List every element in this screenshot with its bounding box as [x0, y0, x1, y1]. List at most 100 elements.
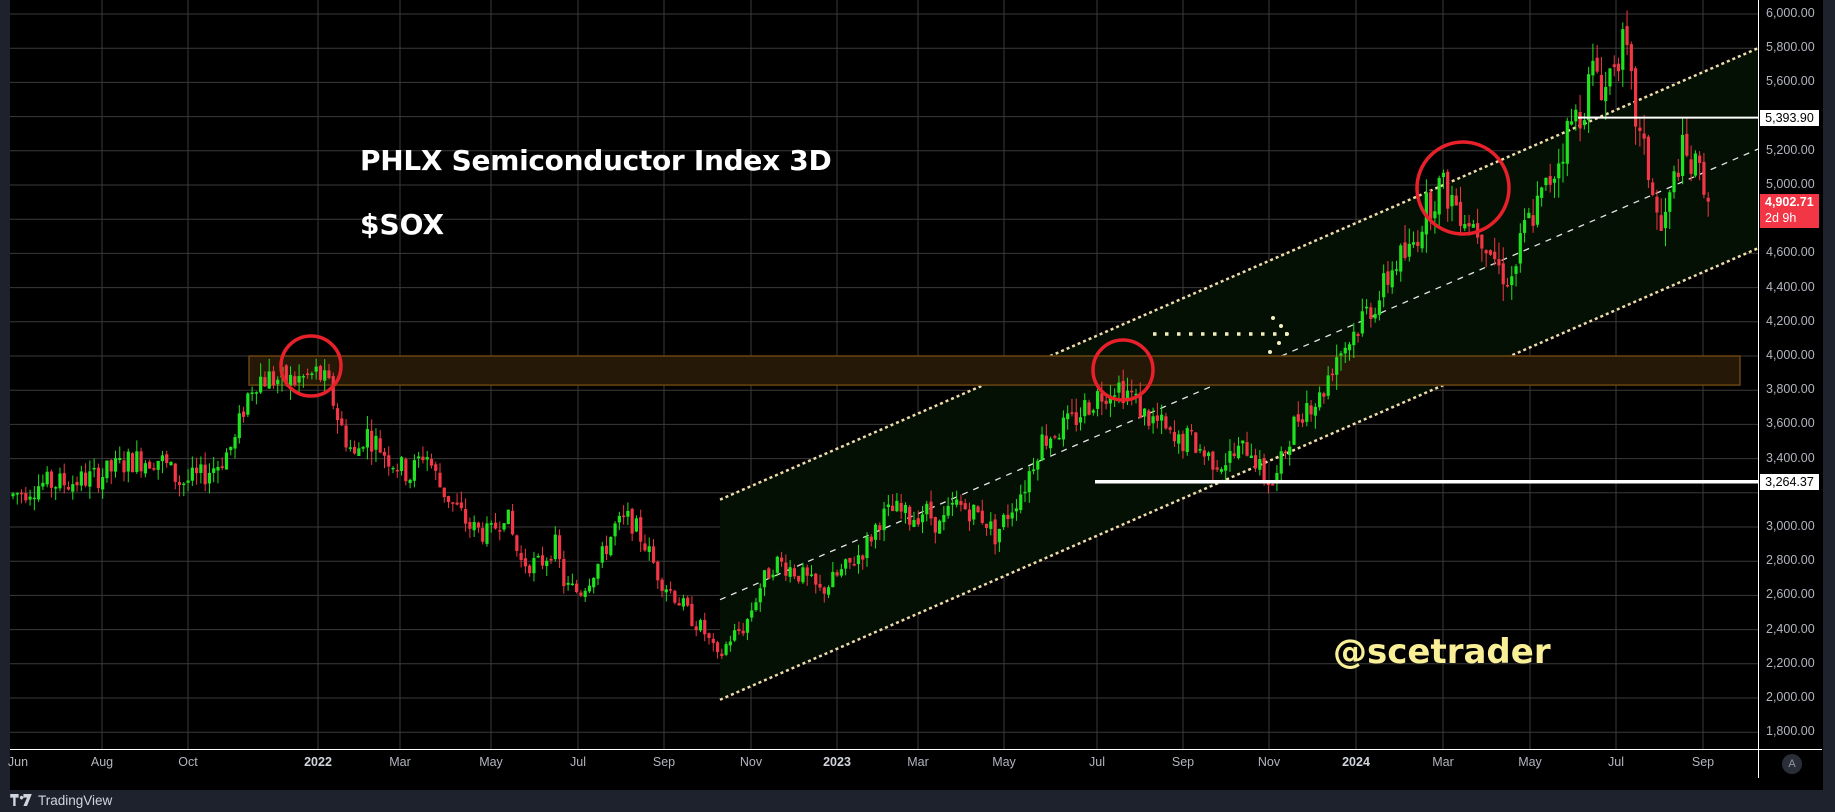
candle-body	[891, 505, 895, 512]
candle	[1531, 199, 1535, 233]
candle-body	[1591, 60, 1595, 76]
candle	[622, 505, 626, 525]
candle	[1518, 223, 1522, 273]
candle-body	[643, 543, 647, 551]
highlight-circle[interactable]	[1091, 338, 1155, 402]
candle-body	[1087, 402, 1091, 415]
candle	[937, 519, 942, 534]
candle-body	[190, 467, 194, 481]
candle-body	[323, 370, 327, 381]
horizontal-lines[interactable]	[1095, 116, 1758, 484]
candle	[472, 515, 476, 537]
candle	[1497, 242, 1501, 275]
candle-body	[1014, 508, 1019, 512]
tradingview-logo-icon[interactable]	[10, 794, 32, 806]
candle	[1236, 436, 1241, 460]
candle-body	[946, 506, 950, 516]
candle-body	[28, 496, 32, 500]
candle-body	[1002, 514, 1006, 528]
candle-body	[92, 467, 96, 470]
highlight-circle[interactable]	[1415, 140, 1511, 236]
candle	[592, 576, 596, 594]
candle-body	[775, 556, 779, 573]
candle-body	[88, 471, 92, 487]
resistance-zone-rect[interactable]	[248, 355, 1741, 386]
candle	[1616, 57, 1621, 82]
candle-body	[135, 451, 139, 473]
time-axis-label: May	[1518, 755, 1542, 769]
candle-body	[780, 557, 784, 562]
candle-body	[822, 587, 826, 594]
candle-body	[485, 523, 489, 544]
candle-body	[566, 582, 570, 585]
candle	[656, 560, 660, 589]
candle-body	[1450, 195, 1454, 207]
price-axis-label: 3,800.00	[1766, 382, 1815, 397]
candle-body	[1138, 392, 1142, 419]
candle-body	[399, 457, 404, 471]
auto-scale-button[interactable]: A	[1782, 754, 1802, 774]
candle	[476, 521, 481, 533]
candle-body	[1318, 392, 1322, 408]
candle	[459, 491, 463, 511]
candle	[378, 430, 382, 454]
candle	[1339, 350, 1343, 371]
candle-body	[660, 579, 664, 591]
candle	[1702, 152, 1706, 199]
candle	[1471, 219, 1475, 228]
candle	[848, 557, 852, 570]
candle	[630, 507, 634, 541]
candle-body	[1339, 353, 1343, 356]
candle	[1552, 176, 1557, 198]
candle	[1049, 436, 1053, 456]
candle	[173, 463, 177, 490]
chart-title: PHLX Semiconductor Index 3D	[360, 144, 832, 177]
candle-body	[165, 454, 169, 464]
candle	[771, 569, 775, 581]
time-axis-label: Oct	[178, 755, 198, 769]
highlight-circles[interactable]	[279, 140, 1511, 402]
footer: TradingView	[10, 788, 112, 812]
candle	[177, 475, 182, 497]
candle	[724, 641, 728, 657]
candle-body	[71, 484, 75, 492]
candle	[263, 371, 267, 387]
candle-body	[177, 482, 182, 486]
candle	[357, 442, 361, 457]
candle	[417, 451, 421, 468]
candle-body	[476, 522, 481, 528]
candle	[297, 364, 301, 394]
candle-body	[1266, 482, 1270, 486]
candle-body	[673, 590, 677, 603]
candle-body	[844, 559, 848, 569]
candle-body	[263, 377, 267, 387]
candle-body	[459, 502, 463, 509]
candle-body	[101, 477, 105, 490]
candle-body	[293, 376, 297, 385]
resistance-zone[interactable]	[248, 355, 1741, 386]
candle	[805, 564, 809, 586]
dotted-arrow-icon[interactable]	[1153, 316, 1289, 354]
candle	[510, 503, 515, 536]
candle-body	[797, 575, 801, 582]
highlight-circle[interactable]	[279, 334, 343, 398]
candle-body	[1125, 390, 1130, 402]
price-axis-label: 5,000.00	[1766, 177, 1815, 191]
footer-brand[interactable]: TradingView	[38, 792, 113, 808]
candle	[1437, 175, 1441, 227]
candle-body	[1219, 469, 1224, 472]
candle-body	[1194, 432, 1198, 453]
candle	[1689, 145, 1693, 182]
candle	[767, 567, 771, 579]
candle	[698, 618, 703, 633]
candle	[583, 587, 587, 602]
candle	[579, 590, 583, 598]
price-axis-label: 3,600.00	[1766, 416, 1815, 431]
channel-lower-line[interactable]	[719, 247, 1759, 701]
time-axis-label: 2024	[1342, 755, 1370, 769]
candle-body	[173, 463, 177, 482]
candle-body	[1642, 133, 1646, 139]
candle	[1044, 424, 1048, 450]
candle-body	[468, 522, 472, 529]
